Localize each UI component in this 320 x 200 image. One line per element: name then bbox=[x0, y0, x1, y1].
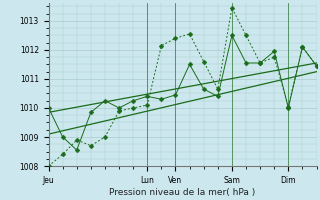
X-axis label: Pression niveau de la mer( hPa ): Pression niveau de la mer( hPa ) bbox=[109, 188, 256, 197]
